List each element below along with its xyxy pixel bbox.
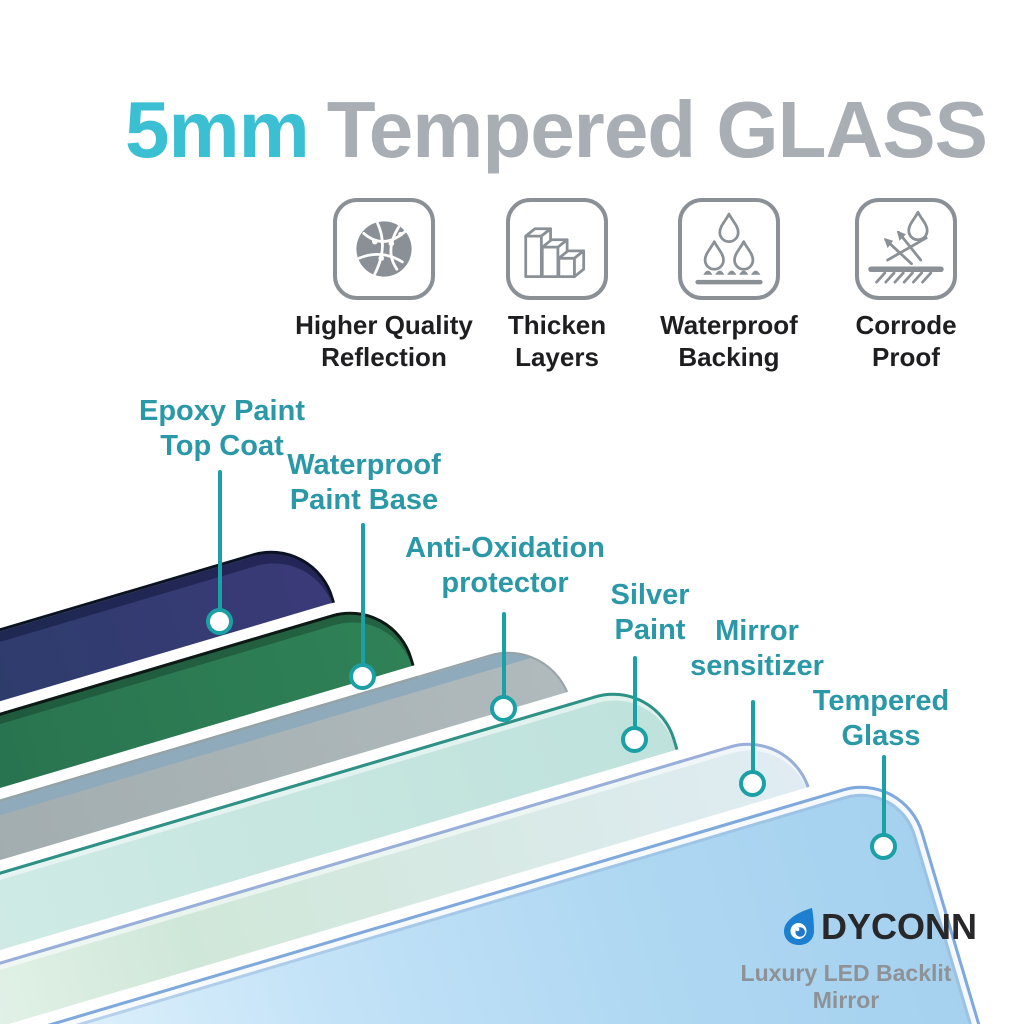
page-title: 5mm Tempered GLASS xyxy=(44,84,1024,176)
thicken-layers-icon xyxy=(524,227,586,278)
title-highlight: 5mm xyxy=(125,85,310,174)
callout-label-epoxy-paint: Epoxy Paint Top Coat xyxy=(139,395,305,462)
callout-label-tempered-glass: Tempered Glass xyxy=(812,685,950,752)
callout-dot xyxy=(206,608,233,635)
feature-waterproof-backing: Waterproof Backing xyxy=(634,198,824,373)
feature-icon-box xyxy=(333,198,435,300)
callout-dot xyxy=(490,695,517,722)
title-rest: Tempered GLASS xyxy=(326,85,988,174)
waterproof-drops-icon xyxy=(695,212,763,285)
callout-dot xyxy=(739,770,766,797)
feature-label: Higher Quality Reflection xyxy=(295,310,473,372)
brand-tagline: Luxury LED Backlit Mirror xyxy=(740,960,952,1013)
callout-dot xyxy=(349,663,376,690)
callout-line xyxy=(361,523,365,665)
callout-line xyxy=(502,612,506,697)
callout-dot xyxy=(870,833,897,860)
feature-thicken-layers: Thicken Layers xyxy=(462,198,652,373)
corrode-proof-icon xyxy=(868,210,944,284)
feature-label: Waterproof Backing xyxy=(660,310,798,372)
dyconn-drop-icon xyxy=(784,908,814,945)
feature-icon-box xyxy=(855,198,957,300)
feature-icon-box xyxy=(506,198,608,300)
callout-label-anti-oxidation: Anti-Oxidation protector xyxy=(405,532,605,599)
feature-label: Corrode Proof xyxy=(855,310,957,372)
feature-icon-box xyxy=(678,198,780,300)
callout-line xyxy=(882,755,886,835)
callout-label-mirror-sensitizer: Mirror sensitizer xyxy=(690,615,824,682)
callout-label-silver-paint: Silver Paint xyxy=(610,579,690,646)
reflection-globe-icon xyxy=(356,221,412,277)
feature-corrode-proof: Corrode Proof xyxy=(811,198,1001,373)
feature-label: Thicken Layers xyxy=(507,310,607,372)
callout-line xyxy=(218,470,222,610)
callout-line xyxy=(633,656,637,728)
callout-line xyxy=(751,700,755,772)
feature-higher-quality-reflection: Higher Quality Reflection xyxy=(289,198,479,373)
brand-logo: DYCONN xyxy=(782,906,977,948)
callout-label-waterproof-base: Waterproof Paint Base xyxy=(287,449,441,516)
callout-dot xyxy=(621,726,648,753)
brand-name: DYCONN xyxy=(821,906,978,947)
